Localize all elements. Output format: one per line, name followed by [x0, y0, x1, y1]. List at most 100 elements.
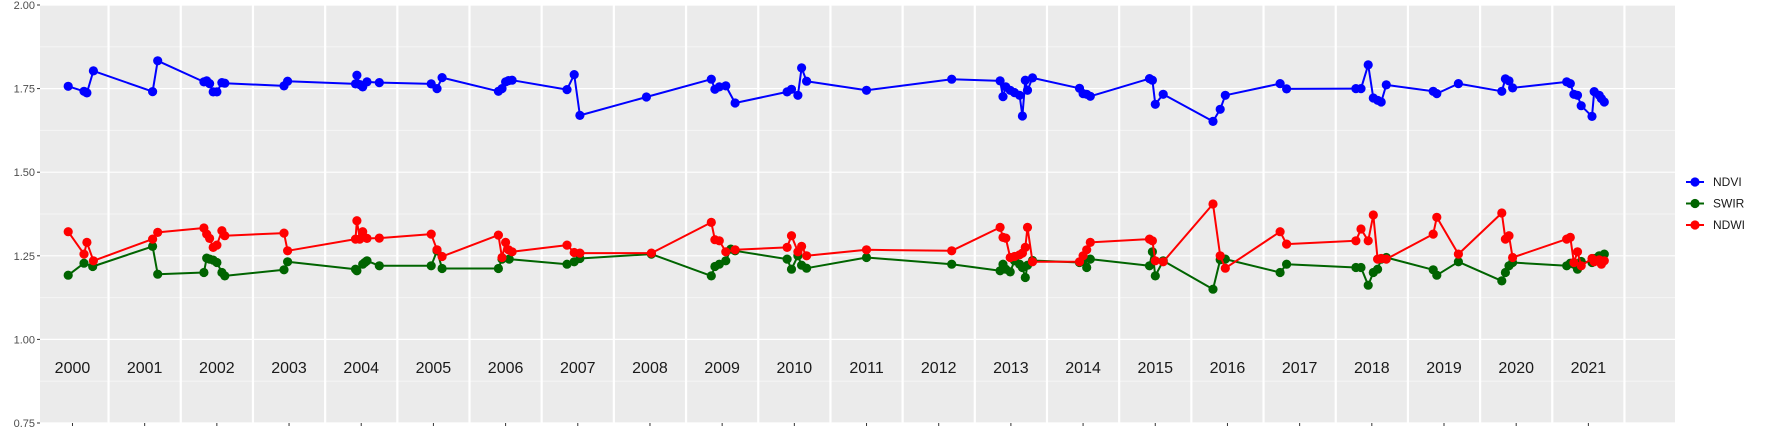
data-point-swir — [1150, 271, 1160, 281]
data-point-ndvi — [802, 76, 812, 86]
data-point-ndwi — [426, 229, 436, 239]
data-point-ndvi — [1587, 111, 1597, 121]
data-point-ndwi — [1572, 247, 1583, 257]
data-point-ndwi — [501, 237, 511, 247]
data-point-swir — [1082, 262, 1092, 273]
data-point-swir — [199, 267, 209, 278]
data-point-ndwi — [1508, 252, 1518, 263]
data-point-ndwi — [493, 230, 503, 240]
year-label: 2005 — [416, 360, 452, 377]
year-label: 2007 — [560, 360, 596, 377]
data-point-ndvi — [793, 90, 803, 100]
data-point-swir — [437, 263, 447, 274]
legend-label-ndvi: NDVI — [1713, 175, 1742, 189]
year-label: 2004 — [343, 360, 379, 377]
data-point-ndwi — [374, 233, 384, 243]
data-point-ndvi — [1565, 79, 1575, 89]
data-point-ndvi — [1220, 90, 1230, 100]
data-point-ndwi — [1368, 210, 1378, 220]
data-point-ndwi — [1565, 232, 1575, 242]
data-point-ndvi — [362, 77, 372, 87]
data-point-ndwi — [1158, 257, 1168, 267]
data-point-swir — [721, 256, 731, 266]
data-point-ndwi — [153, 227, 163, 237]
data-point-ndwi — [706, 217, 716, 227]
data-point-ndwi — [1208, 199, 1218, 209]
x-axis — [71, 423, 1589, 426]
data-point-ndwi — [220, 231, 230, 241]
data-point-swir — [148, 241, 158, 251]
data-point-ndwi — [802, 251, 812, 261]
data-point-ndvi — [1215, 104, 1225, 114]
y-tick-label: 1.75 — [14, 84, 35, 96]
data-point-ndvi — [1085, 91, 1095, 101]
data-point-ndwi — [437, 251, 447, 262]
year-label: 2016 — [1210, 360, 1246, 377]
data-point-ndwi — [1599, 256, 1609, 266]
data-point-swir — [283, 257, 293, 267]
year-label: 2020 — [1498, 360, 1534, 377]
data-point-ndvi — [1022, 85, 1033, 95]
data-point-ndvi — [1017, 111, 1027, 121]
data-point-swir — [1020, 272, 1030, 283]
series-ndvi — [63, 56, 1609, 126]
data-point-ndwi — [63, 227, 73, 237]
data-point-ndwi — [1428, 229, 1438, 239]
data-point-ndwi — [205, 233, 215, 243]
minor-gridlines — [40, 46, 1675, 382]
year-label: 2009 — [704, 360, 740, 377]
data-point-ndvi — [995, 76, 1005, 86]
y-tick-label: 1.25 — [14, 251, 35, 263]
data-point-ndvi — [1275, 79, 1285, 89]
data-point-swir — [947, 259, 957, 269]
data-point-swir — [1282, 259, 1292, 269]
data-point-swir — [63, 270, 73, 280]
y-tick-label: 0.75 — [14, 418, 35, 430]
data-point-ndvi — [721, 81, 731, 91]
data-point-ndvi — [63, 81, 73, 91]
data-point-swir — [802, 263, 812, 273]
data-point-ndvi — [1208, 116, 1218, 126]
data-point-ndwi — [352, 216, 362, 226]
data-point-ndvi — [1015, 90, 1025, 100]
data-point-ndvi — [1282, 84, 1292, 94]
data-point-ndwi — [1282, 239, 1292, 249]
year-label: 2001 — [127, 360, 163, 377]
data-point-ndvi — [786, 84, 797, 94]
data-point-ndvi — [352, 70, 362, 80]
data-point-ndwi — [1150, 256, 1160, 266]
y-tick-label: 1.00 — [14, 334, 35, 346]
data-point-swir — [1356, 262, 1366, 273]
year-label: 2018 — [1354, 360, 1390, 377]
data-point-swir — [1453, 257, 1463, 267]
data-point-ndwi — [1356, 224, 1366, 234]
data-point-ndwi — [1220, 263, 1230, 273]
data-point-ndvi — [1356, 84, 1366, 94]
data-point-ndwi — [1497, 208, 1507, 218]
data-point-swir — [1005, 267, 1015, 277]
data-point-ndvi — [1381, 80, 1391, 90]
legend: NDVI SWIR NDWI — [1686, 175, 1745, 232]
data-point-ndwi — [1215, 251, 1225, 261]
data-point-swir — [220, 271, 230, 281]
data-point-ndvi — [1508, 83, 1518, 93]
data-point-swir — [706, 271, 716, 281]
series-layer — [63, 56, 1609, 294]
year-label: 2010 — [777, 360, 813, 377]
data-point-ndwi — [861, 245, 872, 255]
data-point-swir — [1208, 284, 1218, 294]
data-point-ndvi — [1150, 99, 1160, 109]
data-point-ndvi — [148, 87, 158, 97]
data-point-ndvi — [797, 63, 807, 73]
data-point-swir — [153, 269, 163, 279]
data-point-ndvi — [205, 79, 215, 89]
data-point-ndwi — [79, 249, 89, 259]
data-point-ndvi — [220, 78, 230, 88]
data-point-ndvi — [1453, 79, 1463, 89]
data-point-ndvi — [1376, 97, 1386, 107]
data-point-ndwi — [797, 241, 807, 251]
data-point-ndvi — [374, 78, 384, 88]
data-point-ndvi — [861, 85, 872, 95]
data-point-ndwi — [148, 234, 158, 244]
data-point-ndvi — [706, 74, 716, 84]
